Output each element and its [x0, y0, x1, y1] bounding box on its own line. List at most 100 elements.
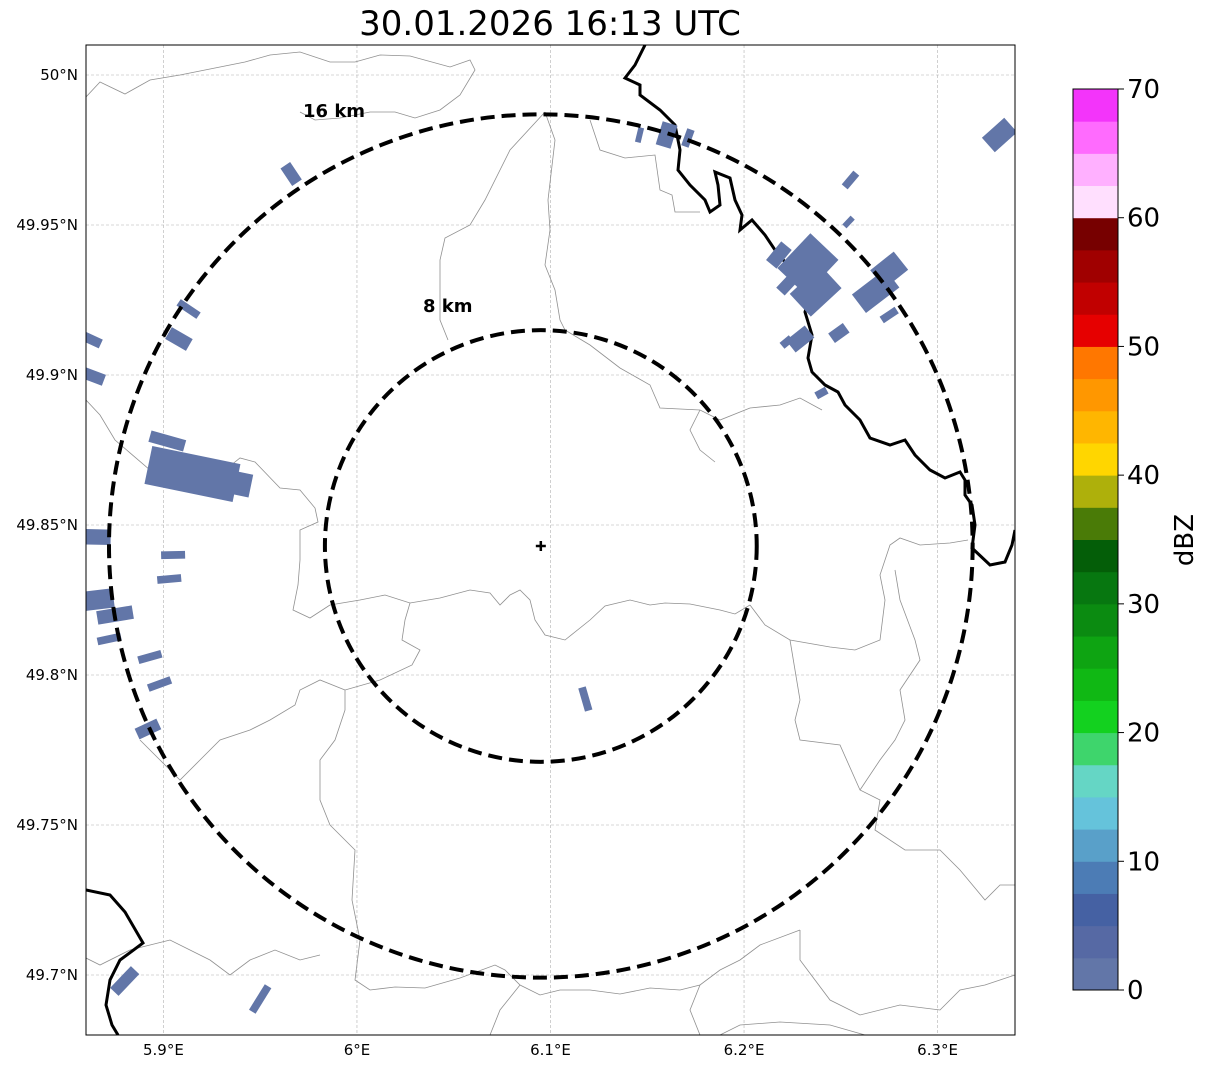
- colorbar-segment: [1073, 829, 1118, 862]
- longitude-ticks: 5.9°E 6°E 6.1°E 6.2°E 6.3°E: [143, 1041, 958, 1059]
- border-line: [719, 1021, 866, 1035]
- radar-echo-cell: [681, 128, 695, 148]
- range-rings: [106, 112, 975, 980]
- colorbar: 0 10 20 30 40 50 60 70: [1072, 75, 1160, 1006]
- map-area: 8 km 16 km: [86, 45, 1015, 1035]
- colorbar-tick-label: 0: [1127, 976, 1144, 1006]
- colorbar-segment: [1073, 796, 1118, 830]
- colorbar-segment: [1073, 185, 1118, 219]
- border-line: [749, 537, 969, 651]
- colorbar-segment: [1073, 378, 1118, 412]
- latitude-ticks: 50°N 49.95°N 49.9°N 49.85°N 49.8°N 49.75°N 49.…: [16, 66, 78, 984]
- border-line: [489, 984, 521, 1035]
- ring-label-8km: 8 km: [423, 296, 473, 317]
- radar-echo-cell: [161, 550, 186, 560]
- radar-echo-cell: [86, 528, 111, 546]
- lon-tick-label: 6.3°E: [917, 1041, 958, 1059]
- colorbar-tick-label: 30: [1127, 590, 1160, 620]
- colorbar-segment: [1073, 121, 1118, 154]
- radar-echo-cell: [879, 306, 899, 324]
- radar-echo-cell: [96, 632, 122, 646]
- colorbar-segment: [1073, 700, 1118, 734]
- radar-echo-cell: [248, 984, 272, 1014]
- colorbar-segment: [1073, 668, 1118, 701]
- colorbar-segment: [1073, 314, 1118, 347]
- country-border: [86, 888, 145, 1035]
- radar-echo-cell: [655, 121, 678, 149]
- lat-tick-label: 49.95°N: [16, 216, 78, 234]
- radar-echo-cell: [86, 588, 115, 612]
- radar-echo-cell: [789, 265, 842, 317]
- colorbar-segment: [1073, 957, 1118, 991]
- colorbar-tick-label: 50: [1127, 332, 1160, 362]
- ring-label-16km: 16 km: [303, 101, 365, 122]
- border-line: [689, 984, 701, 1035]
- colorbar-segment: [1073, 603, 1118, 637]
- border-line: [544, 111, 566, 331]
- lat-tick-label: 49.9°N: [26, 366, 78, 384]
- colorbar-tick-label: 20: [1127, 719, 1160, 749]
- border-line: [319, 602, 421, 826]
- colorbar-segment: [1073, 410, 1118, 444]
- colorbar-segment: [1073, 861, 1118, 894]
- radar-site-marker: [535, 541, 546, 551]
- radar-echo-cell: [841, 170, 860, 190]
- lon-tick-label: 5.9°E: [143, 1041, 184, 1059]
- colorbar-segment: [1073, 893, 1118, 927]
- radar-echo-cell: [110, 966, 140, 996]
- border-line: [329, 824, 801, 996]
- border-line: [86, 939, 321, 976]
- colorbar-tick-label: 40: [1127, 461, 1160, 491]
- range-ring-8km: [322, 328, 759, 764]
- colorbar-segment: [1073, 925, 1118, 959]
- colorbar-segment: [1073, 89, 1118, 122]
- map-title: 30.01.2026 16:13 UTC: [359, 4, 741, 44]
- colorbar-tick-label: 60: [1127, 204, 1160, 234]
- colorbar-segment: [1073, 249, 1118, 283]
- border-line: [799, 930, 1015, 1016]
- lon-tick-label: 6.1°E: [530, 1041, 571, 1059]
- lon-tick-label: 6°E: [344, 1041, 371, 1059]
- radar-echo-cell: [189, 462, 254, 498]
- colorbar-tick-label: 10: [1127, 847, 1160, 877]
- colorbar-segment: [1073, 507, 1118, 540]
- lat-tick-label: 49.7°N: [26, 966, 78, 984]
- radar-echo-cell: [280, 162, 302, 186]
- border-line: [329, 589, 751, 641]
- range-ring-16km: [106, 112, 975, 980]
- colorbar-segment: [1073, 764, 1118, 798]
- border-line: [859, 569, 921, 791]
- radar-echo-cell: [814, 386, 829, 400]
- radar-echo-cell: [776, 274, 798, 296]
- radar-echo-cell: [148, 430, 187, 452]
- radar-echo-cell: [146, 676, 173, 692]
- colorbar-segment: [1073, 442, 1118, 476]
- colorbar-segment: [1073, 282, 1118, 315]
- colorbar-segment: [1073, 571, 1118, 605]
- radar-echo-cell: [779, 335, 794, 349]
- lat-tick-label: 49.8°N: [26, 666, 78, 684]
- radar-echo-cell: [785, 325, 815, 353]
- map-frame: [85, 44, 1016, 1036]
- radar-echo-cell: [86, 364, 106, 386]
- border-line: [789, 639, 1015, 901]
- colorbar-segment: [1073, 346, 1118, 380]
- radar-echo-cell: [86, 329, 103, 349]
- colorbar-segment: [1073, 217, 1118, 251]
- lat-tick-label: 49.85°N: [16, 516, 78, 534]
- colorbar-tick-label: 70: [1127, 75, 1160, 105]
- radar-echo-cell: [165, 327, 193, 351]
- gridlines: [86, 45, 1015, 1035]
- border-line: [589, 119, 700, 213]
- colorbar-segment: [1073, 539, 1118, 573]
- colorbar-label: dBZ: [1170, 514, 1200, 566]
- colorbar-segment: [1073, 732, 1118, 766]
- radar-echo-cell: [578, 686, 593, 712]
- radar-echo-cell: [810, 286, 833, 308]
- radar-echo-cell: [156, 574, 182, 584]
- border-line: [439, 111, 546, 341]
- lat-tick-label: 49.75°N: [16, 816, 78, 834]
- colorbar-segment: [1073, 153, 1118, 187]
- radar-echo-cell: [176, 299, 201, 319]
